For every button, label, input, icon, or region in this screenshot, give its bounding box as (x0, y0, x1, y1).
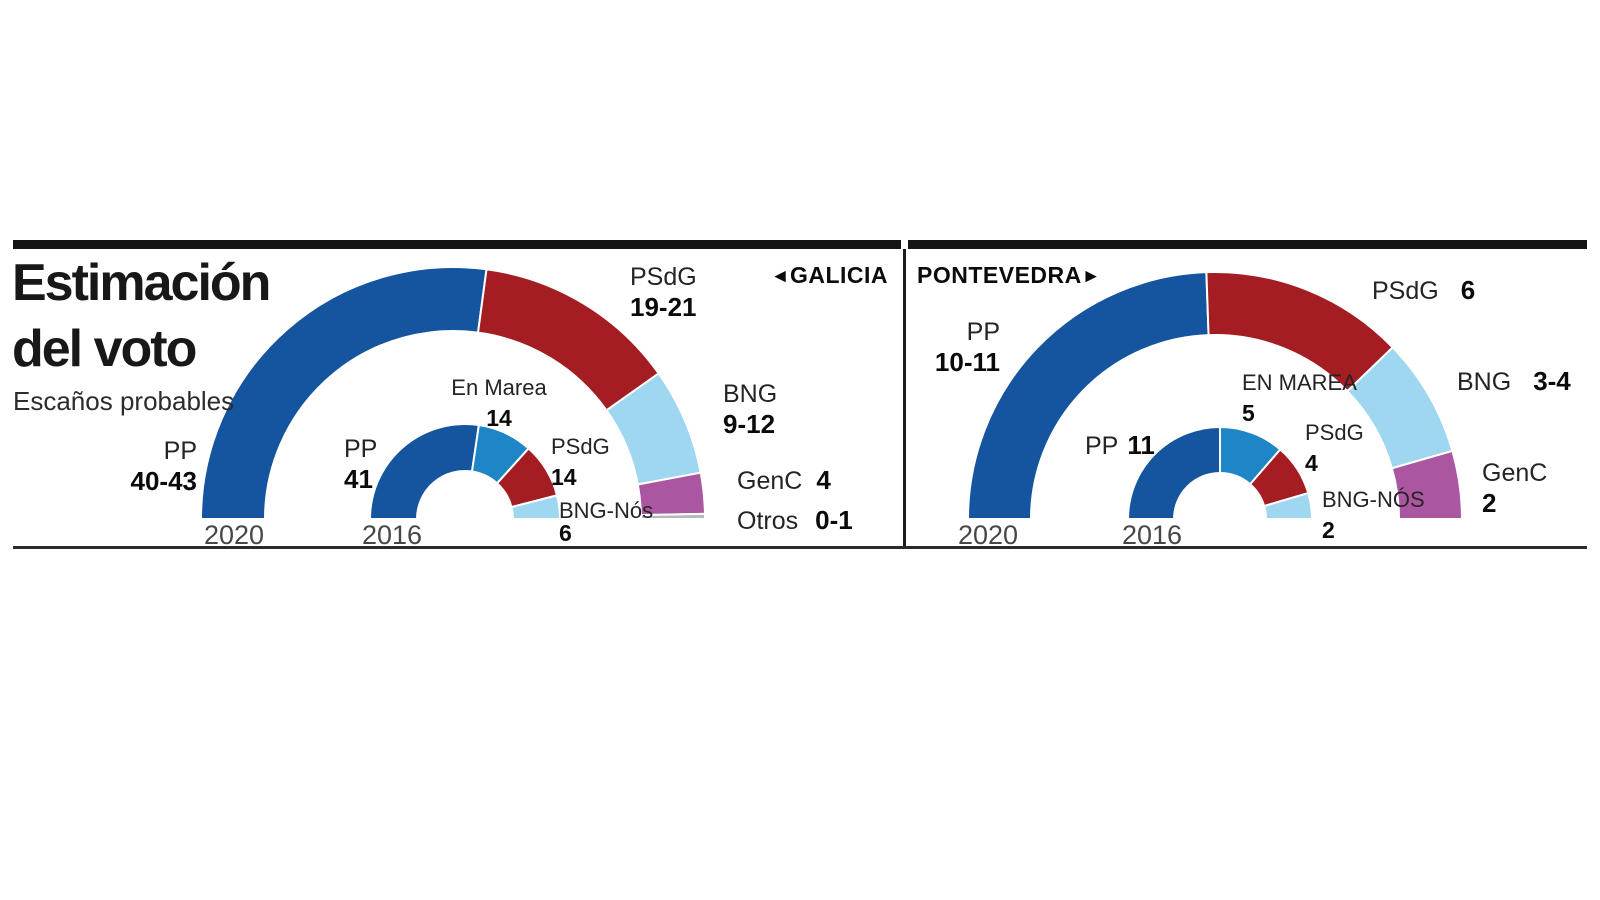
party-seats: 9-12 (723, 409, 776, 439)
label-galicia2020-genc: GenC 4 (737, 465, 831, 496)
party-name: BNG-Nós (559, 498, 654, 523)
label-galicia2020-pp: PP 40-43 (103, 436, 198, 496)
party-name: PP (1085, 432, 1119, 460)
party-name: BNG (723, 380, 778, 408)
label-pontevedra2020-pp: PP 10-11 (905, 317, 1000, 377)
top-rule-left (13, 240, 901, 249)
party-name: PP (344, 435, 378, 463)
donut-pontevedra-2016 (1126, 425, 1314, 520)
party-name: Otros (737, 507, 799, 535)
label-galicia2020-bng: BNG 9-12 (723, 379, 777, 439)
party-seats: 19-21 (630, 292, 697, 322)
party-seats: 10-11 (934, 347, 1000, 377)
party-name: PSdG (1372, 277, 1439, 305)
party-seats: 40-43 (130, 466, 198, 496)
page-subtitle: Escaños probables (13, 386, 235, 416)
left-arrow-icon: ◄ (770, 266, 790, 287)
party-name: PSdG (630, 263, 697, 291)
label-pontevedra2020-psdg: PSdG 6 (1372, 275, 1475, 306)
party-name: GenC (1482, 459, 1548, 487)
top-rule-right (908, 240, 1587, 249)
party-seats: 6 (1460, 275, 1476, 305)
right-arrow-icon: ► (1081, 266, 1102, 287)
year-label-galicia-2020: 2020 (203, 520, 265, 550)
page-title: Estimación del voto (12, 250, 271, 382)
page-title-line1: Estimación (12, 254, 271, 312)
label-galicia2020-otros: Otros 0-1 (737, 505, 853, 536)
party-name: PSdG (1305, 420, 1364, 445)
region-galicia-text: GALICIA (789, 262, 888, 288)
party-seats: 2 (1322, 517, 1335, 543)
party-seats: 3-4 (1533, 366, 1571, 396)
year-label-pontevedra-2016: 2016 (1121, 520, 1183, 550)
segment-pontevedra-2020-genc (1390, 449, 1464, 520)
label-pontevedra2020-genc: GenC 2 (1482, 458, 1547, 518)
label-galicia2016-bngnos: BNG-Nós 6 (559, 499, 653, 545)
label-galicia2020-psdg: PSdG 19-21 (630, 262, 697, 322)
donut-galicia-2016 (368, 423, 562, 520)
party-seats: 41 (344, 464, 373, 494)
party-name: BNG (1457, 368, 1512, 396)
party-seats: 5 (1242, 400, 1255, 426)
page-title-line2: del voto (12, 320, 197, 378)
party-seats: 4 (816, 465, 831, 495)
party-name: PSdG (551, 434, 610, 459)
donut-galicia-2020 (199, 266, 707, 520)
label-pontevedra2016-enmarea: EN MAREA 5 (1242, 368, 1357, 428)
segment-pontevedra-2016-pp (1126, 425, 1221, 520)
region-label-galicia: ◄GALICIA (710, 262, 888, 289)
party-seats: 4 (1305, 450, 1318, 476)
label-pontevedra2016-bngnos: BNG-NÓS 2 (1322, 485, 1425, 545)
party-name: BNG-NÓS (1322, 487, 1425, 512)
label-pontevedra2020-bng: BNG 3-4 (1457, 366, 1571, 397)
party-name: EN MAREA (1242, 370, 1357, 395)
label-pontevedra2016-psdg: PSdG 4 (1305, 418, 1364, 478)
label-galicia2016-psdg: PSdG 14 (551, 432, 610, 492)
label-galicia2016-enmarea: En Marea 14 (449, 373, 549, 433)
party-name: GenC (737, 467, 803, 495)
segment-galicia-2016-bng (510, 494, 562, 520)
label-galicia2016-pp: PP 41 (344, 434, 377, 494)
donut-pontevedra-2020 (966, 271, 1464, 520)
party-seats: 0-1 (815, 505, 853, 535)
party-seats: 6 (559, 520, 572, 546)
party-seats: 11 (1127, 430, 1155, 460)
party-seats: 2 (1482, 488, 1497, 518)
party-seats: 14 (551, 464, 577, 490)
party-name: PP (163, 437, 197, 465)
segment-galicia-2016-pp (368, 423, 481, 520)
region-pontevedra-text: PONTEVEDRA (917, 262, 1082, 288)
region-label-pontevedra: PONTEVEDRA► (917, 262, 1101, 289)
label-pontevedra2016-pp: PP 11 (1085, 430, 1155, 461)
party-name: En Marea (451, 375, 547, 400)
bottom-rule (13, 546, 1587, 549)
year-label-galicia-2016: 2016 (361, 520, 423, 550)
segment-pontevedra-2016-bng (1262, 491, 1314, 520)
party-seats: 14 (486, 405, 512, 431)
segment-galicia-2020-otros (639, 512, 707, 520)
section-divider (903, 249, 906, 548)
year-label-pontevedra-2020: 2020 (957, 520, 1019, 550)
party-name: PP (966, 318, 1000, 346)
